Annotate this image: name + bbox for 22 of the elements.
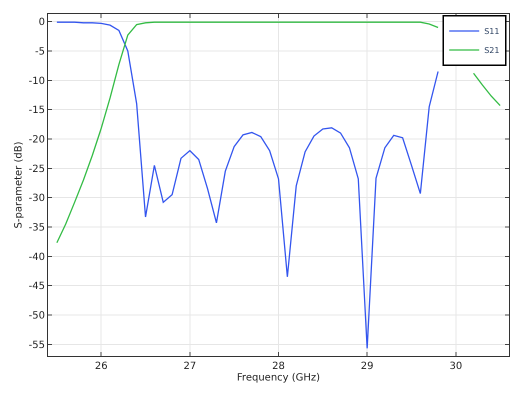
y-tick-label: -10 (28, 76, 45, 87)
y-axis-title: S-parameter (dB) (14, 141, 25, 228)
y-tick-label: -55 (28, 340, 45, 351)
y-tick-label: -50 (28, 310, 45, 322)
y-tick-label: -20 (28, 134, 45, 146)
line-series (56, 22, 439, 350)
y-tick-label: -15 (28, 105, 45, 116)
y-tick-label: -35 (28, 222, 45, 234)
y-tick-label: -5 (35, 46, 45, 58)
x-tick-label: 27 (183, 361, 196, 372)
y-tick-label: 0 (38, 17, 45, 28)
y-tick-label: -45 (28, 281, 45, 292)
y-tick-label: -40 (28, 252, 45, 263)
legend-label: S21 (484, 46, 500, 56)
x-tick-label: 30 (449, 361, 462, 372)
x-tick-label: 29 (360, 361, 374, 372)
x-axis-title: Frequency (GHz) (236, 372, 320, 384)
x-tick-label: 28 (272, 361, 285, 372)
y-tick-label: -25 (28, 164, 45, 175)
y-tick-label: -30 (28, 193, 45, 204)
x-tick-label: 26 (94, 361, 108, 372)
legend-label: S11 (484, 27, 500, 36)
